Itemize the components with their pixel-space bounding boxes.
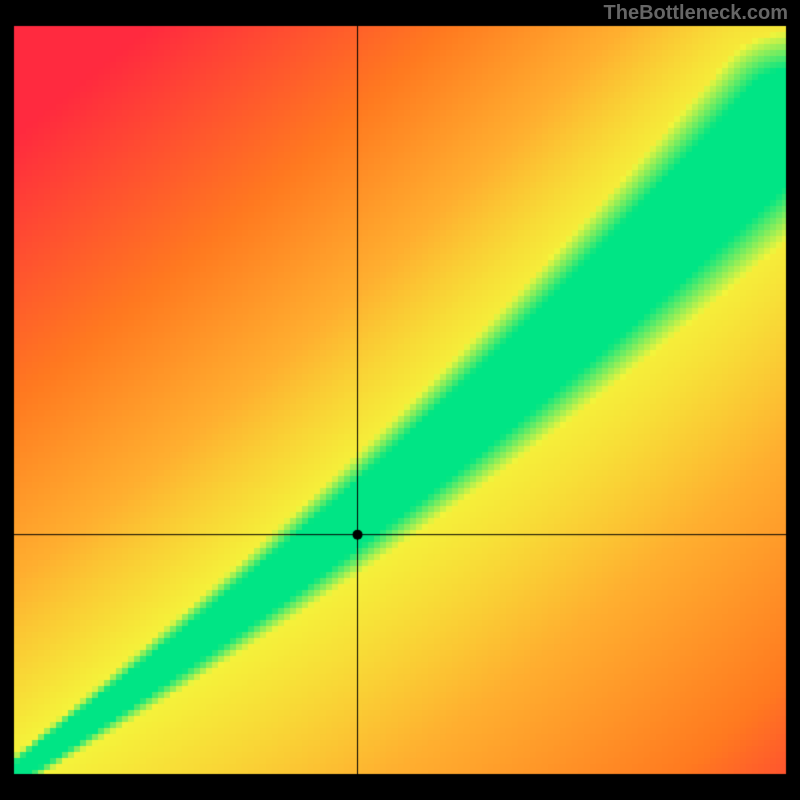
watermark-text: TheBottleneck.com xyxy=(604,2,788,25)
heatmap-canvas xyxy=(0,0,800,800)
bottleneck-chart: TheBottleneck.com xyxy=(0,0,800,800)
